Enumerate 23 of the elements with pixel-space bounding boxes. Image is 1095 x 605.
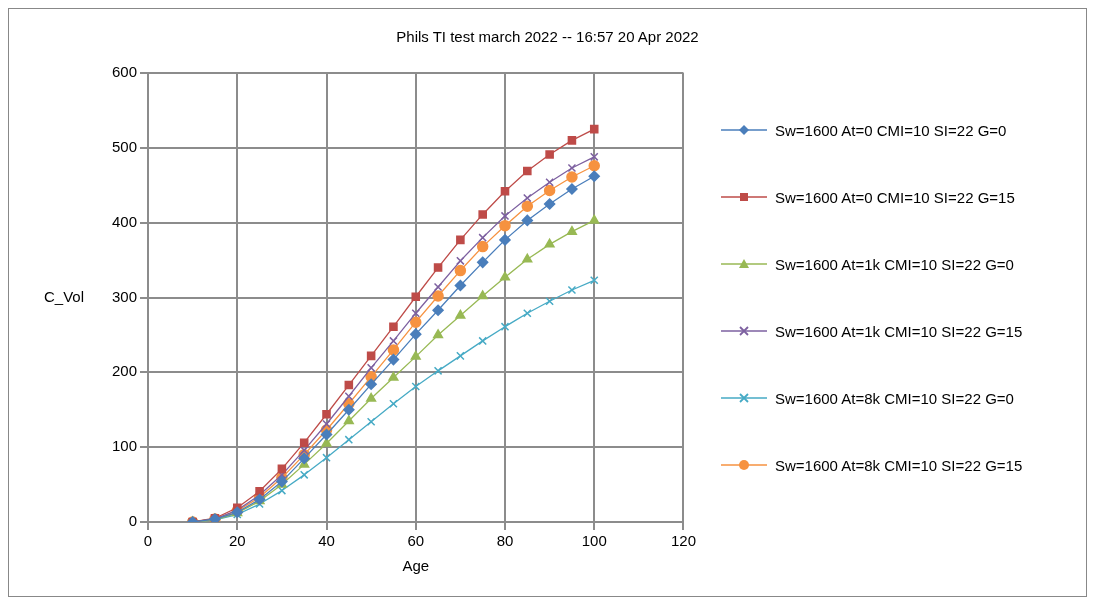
x-tick-label: 0 <box>143 532 153 550</box>
x-tick-label: 20 <box>228 532 246 550</box>
x-tick-label: 80 <box>496 532 514 550</box>
legend-label: Sw=1600 At=8k CMI=10 SI=22 G=0 <box>775 389 1015 407</box>
legend-label: Sw=1600 At=0 CMI=10 SI=22 G=0 <box>775 121 1008 139</box>
y-tick-label: 500 <box>112 137 138 155</box>
chart-title: Phils TI test march 2022 -- 16:57 20 Apr 2022 <box>395 27 700 47</box>
y-tick-label: 100 <box>112 437 138 455</box>
x-tick-label: 60 <box>407 532 425 550</box>
x-tick-label: 40 <box>318 532 335 550</box>
legend-label: Sw=1600 At=0 CMI=10 SI=22 G=15 <box>775 188 1016 206</box>
x-axis-title: Age <box>402 557 430 575</box>
legend-label: Sw=1600 At=8k CMI=10 SI=22 G=15 <box>775 456 1024 474</box>
legend-label: Sw=1600 At=1k CMI=10 SI=22 G=0 <box>775 255 1015 273</box>
y-axis-title: C_Vol <box>43 287 85 305</box>
y-tick-label: 400 <box>112 212 138 230</box>
y-tick-label: 0 <box>128 512 138 530</box>
y-tick-label: 300 <box>112 287 138 305</box>
y-tick-label: 200 <box>112 362 138 380</box>
x-tick-label: 120 <box>670 532 696 550</box>
legend-label: Sw=1600 At=1k CMI=10 SI=22 G=15 <box>775 322 1024 340</box>
x-tick-label: 100 <box>581 532 607 550</box>
y-tick-label: 600 <box>112 63 138 81</box>
